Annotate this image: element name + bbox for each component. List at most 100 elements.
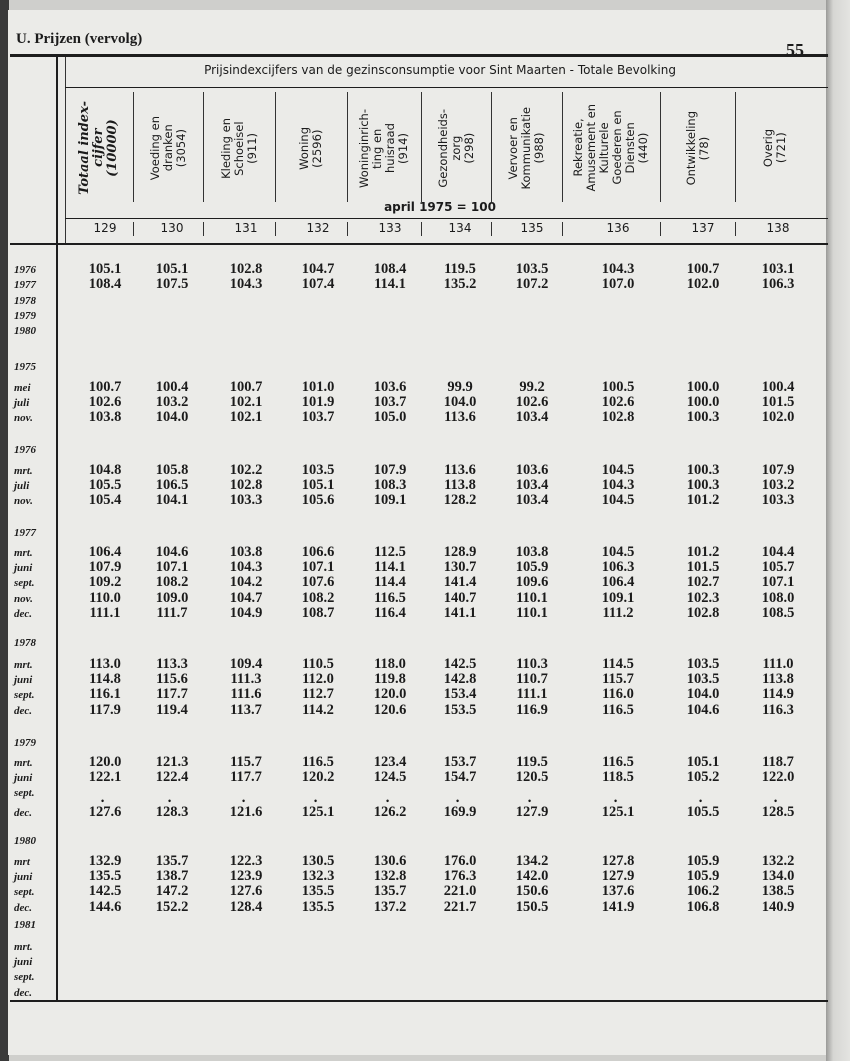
table-cell: 140.7: [443, 589, 477, 606]
column-header-label: Totaal index- cijfer (10000): [77, 101, 120, 195]
row-label: juli: [14, 397, 30, 410]
table-cell: 134.0: [761, 868, 795, 885]
column-header: Overig (721): [735, 90, 815, 206]
table-cell: 100.7: [229, 379, 263, 395]
table-cell: 116.3: [762, 701, 794, 718]
table-cell: 119.5: [516, 754, 548, 770]
year-label: 1977: [14, 527, 36, 539]
column-header-label: Voeding en dranken (3054): [147, 115, 188, 181]
table-cell: 116.1: [89, 686, 121, 703]
table-cell: 135.5: [301, 883, 335, 900]
year-label: 1980: [14, 835, 36, 847]
table-cell: 103.4: [515, 477, 549, 494]
table-cell: 128.9: [443, 544, 477, 560]
table-cell: 221.0: [443, 883, 477, 900]
column-number: 132: [306, 221, 330, 235]
title-rule: [65, 87, 828, 88]
column-header: Kleding en Schoeisel (911): [203, 90, 275, 206]
table-cell: 113.0: [89, 656, 121, 672]
row-label: juni: [14, 772, 33, 785]
table-cell: 108.0: [761, 589, 795, 606]
table-cell: 103.6: [373, 379, 407, 395]
table-cell: 102.0: [761, 409, 795, 426]
table-cell: 104.6: [155, 544, 189, 560]
row-label: 1979: [14, 309, 36, 322]
column-number: 130: [160, 221, 184, 235]
table-cell: 100.4: [155, 379, 189, 395]
column-header: Vervoer en Kommunikatie (988): [491, 90, 562, 206]
table-cell: 104.2: [229, 574, 263, 591]
column-header-label: Kleding en Schoeisel (911): [218, 117, 259, 179]
table-cell: 103.4: [515, 409, 549, 426]
column-separator: [421, 92, 422, 202]
table-cell: 118.7: [762, 754, 794, 770]
table-cell: 137.2: [373, 898, 407, 915]
base-rule: [65, 218, 828, 219]
column-header-label: Gezondheids- zorg (298): [435, 108, 476, 188]
table-cell: 134.2: [515, 853, 549, 869]
table-cell: 122.4: [155, 769, 189, 786]
table-cell: 120.5: [515, 769, 549, 786]
table-cell: 111.1: [516, 686, 548, 703]
row-label: 1980: [14, 325, 36, 338]
table-cell: 123.4: [373, 754, 407, 770]
table-cell: 104.3: [601, 477, 635, 494]
column-number: 129: [93, 221, 117, 235]
table-cell: 104.7: [229, 589, 263, 606]
table-cell: 121.6: [221, 794, 271, 820]
table-cell: 142.5: [443, 656, 477, 672]
table-cell: 102.8: [601, 409, 635, 426]
table-cell: 127.9: [601, 868, 635, 885]
table-cell: 116.5: [602, 701, 634, 718]
table-cell: 99.2: [519, 379, 545, 395]
table-cell: 108.5: [761, 604, 795, 621]
table-cell: 104.5: [601, 544, 635, 560]
table-cell: 109.2: [88, 574, 122, 591]
table-cell: 109.4: [229, 656, 263, 672]
table-cell: 117.9: [89, 701, 121, 718]
table-cell: 115.6: [156, 671, 188, 688]
table-cell: 137.6: [601, 883, 635, 900]
table-cell: 116.0: [602, 686, 634, 703]
table-cell: 120.0: [88, 754, 122, 770]
table-cell: 102.0: [686, 276, 720, 293]
table-cell: 111.7: [156, 604, 188, 621]
table-cell: 107.1: [761, 574, 795, 591]
column-number: 137: [691, 221, 715, 235]
table-cell: 102.6: [88, 394, 122, 411]
table-cell: 105.5: [88, 477, 122, 494]
year-label: 1981: [14, 919, 36, 931]
column-header: Woning (2596): [275, 90, 347, 206]
table-cell: 104.1: [155, 492, 189, 509]
table-cell: 107.4: [301, 276, 335, 293]
row-label: juni: [14, 562, 33, 575]
year-label: 1975: [14, 361, 36, 373]
table-cell: 118.5: [602, 769, 634, 786]
row-label: mrt.: [14, 941, 33, 953]
table-cell: 104.3: [601, 261, 635, 277]
stub-rule: [56, 57, 58, 1000]
table-cell: 104.7: [301, 261, 335, 277]
column-header: Gezondheids- zorg (298): [421, 90, 491, 206]
table-cell: 142.5: [88, 883, 122, 900]
column-header: Voeding en dranken (3054): [133, 90, 203, 206]
table-cell: 103.1: [761, 261, 795, 277]
column-header: Woninginrich- ting en huisraad (914): [347, 90, 421, 206]
table-cell: 113.7: [230, 701, 262, 718]
table-cell: 107.2: [515, 276, 549, 293]
table-cell: 103.8: [515, 544, 549, 560]
table-cell: 101.2: [686, 544, 720, 560]
row-label: dec.: [14, 901, 33, 914]
table-cell: 130.6: [373, 853, 407, 869]
page: [8, 10, 830, 1055]
row-label: juni: [14, 871, 33, 884]
table-cell: 103.3: [229, 492, 263, 509]
table-cell: 115.7: [602, 671, 634, 688]
table-cell: 100.3: [686, 409, 720, 426]
table-cell: 103.5: [686, 671, 720, 688]
table-cell: 103.7: [373, 394, 407, 411]
table-cell: 130.7: [443, 559, 477, 576]
column-separator: [491, 222, 492, 236]
table-cell: 103.3: [761, 492, 795, 509]
table-cell: 122.0: [761, 769, 795, 786]
